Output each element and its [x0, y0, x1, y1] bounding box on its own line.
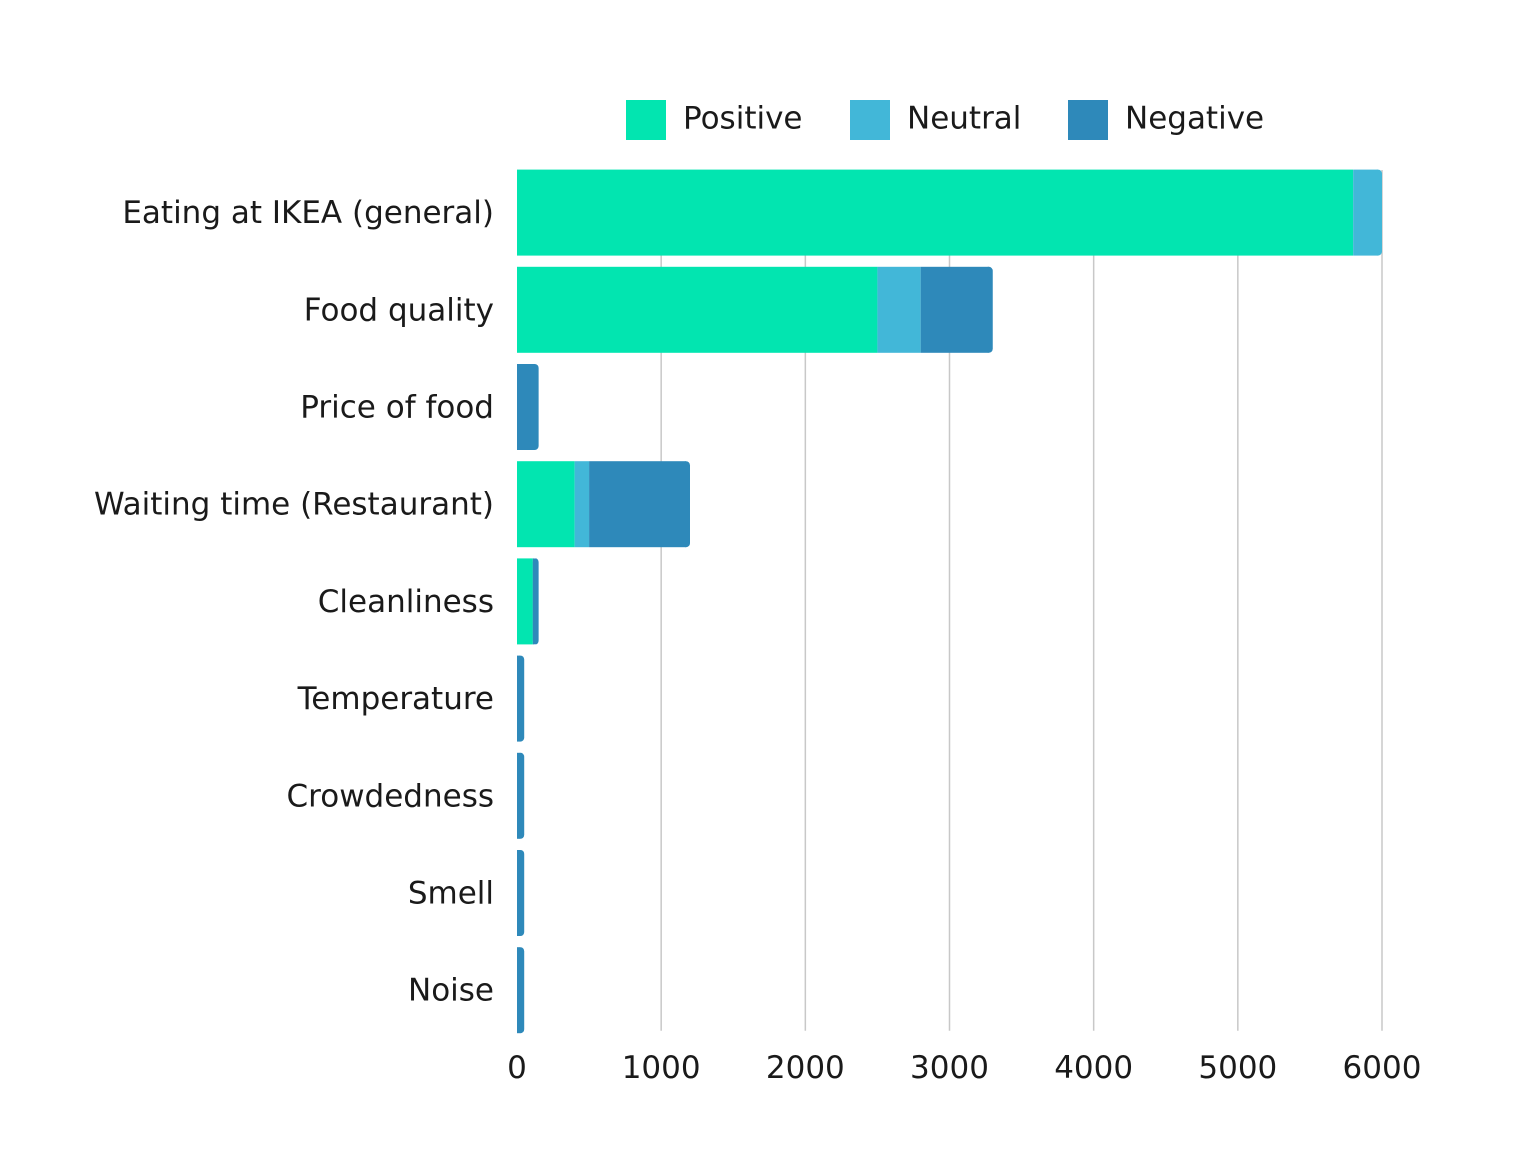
bar-segment-negative	[589, 461, 686, 548]
legend-label: Neutral	[907, 101, 1021, 137]
bar-segment-positive	[517, 461, 575, 548]
bar-segment-positive	[517, 169, 1354, 256]
legend-label: Positive	[683, 101, 803, 137]
category-label: Temperature	[297, 681, 494, 717]
legend-label: Negative	[1125, 101, 1264, 137]
bar-segment-negative	[920, 266, 989, 353]
category-label: Eating at IKEA (general)	[122, 195, 494, 231]
legend-swatch-negative	[1068, 100, 1108, 140]
bar-end-cap	[532, 558, 539, 645]
category-label: Food quality	[304, 292, 494, 328]
legend: Positive Neutral Negative	[626, 100, 1264, 140]
bar-segment-neutral	[877, 266, 921, 353]
bar-end-cap	[682, 461, 690, 548]
category-label: Price of food	[300, 390, 494, 426]
legend-swatch-positive	[626, 100, 666, 140]
category-label: Cleanliness	[318, 584, 494, 620]
bar-end-cap	[984, 266, 993, 353]
x-tick-label: 1000	[622, 1050, 701, 1086]
category-label: Waiting time (Restaurant)	[94, 487, 494, 523]
category-label: Crowdedness	[287, 778, 494, 814]
bar-end-cap	[530, 364, 539, 450]
bar-end-cap	[1374, 169, 1382, 256]
x-tick-label: 6000	[1343, 1050, 1422, 1086]
bars	[517, 169, 1382, 1034]
category-labels: Eating at IKEA (general) Food quality Pric…	[94, 195, 494, 1009]
x-tick-label: 3000	[910, 1050, 989, 1086]
legend-swatch-neutral	[850, 100, 890, 140]
category-label: Smell	[408, 876, 494, 912]
x-tick-label: 4000	[1054, 1050, 1133, 1086]
bar-segment-positive	[517, 266, 878, 353]
bar-segment-negative	[517, 364, 535, 450]
x-tick-label: 5000	[1198, 1050, 1277, 1086]
bar-segment-neutral	[574, 461, 590, 548]
x-tick-label: 0	[507, 1050, 527, 1086]
bar-end-cap	[517, 947, 525, 1034]
x-axis-tick-labels: 0 1000 2000 3000 4000 5000 6000	[507, 1050, 1421, 1086]
bar-end-cap	[517, 850, 525, 936]
bar-segment-positive	[517, 558, 533, 645]
category-label: Noise	[408, 973, 494, 1009]
bar-end-cap	[517, 655, 525, 742]
bar-segment-neutral	[1353, 169, 1378, 256]
x-tick-label: 2000	[766, 1050, 845, 1086]
bar-end-cap	[517, 752, 525, 839]
